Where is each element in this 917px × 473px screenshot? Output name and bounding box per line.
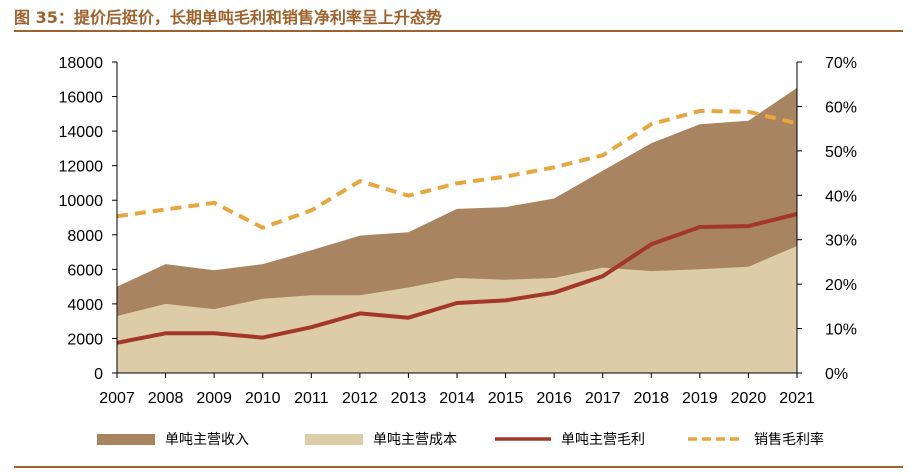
- x-tick-label: 2016: [536, 390, 572, 407]
- y-right-tick-label: 60%: [825, 99, 857, 116]
- legend: 单吨主营收入 单吨主营成本 单吨主营毛利 销售毛利率: [0, 428, 917, 450]
- y-left-tick-label: 2000: [67, 331, 103, 348]
- x-tick-label: 2008: [148, 390, 184, 407]
- line-series-3: [116, 108, 798, 230]
- area-layer: [117, 87, 797, 374]
- y-left-tick-label: 6000: [67, 262, 103, 279]
- chart-area: 0 2000 4000 6000 8000 10000 12000 14000 16000 180…: [59, 55, 858, 407]
- y-left-tick-label: 14000: [59, 124, 104, 141]
- x-tick-label: 2020: [731, 390, 767, 407]
- x-tick-label: 2015: [488, 390, 524, 407]
- legend-item-profit: 单吨主营毛利: [495, 428, 645, 450]
- line-layer: [116, 108, 798, 345]
- x-tick-label: 2014: [439, 390, 475, 407]
- x-tick-label: 2019: [682, 390, 718, 407]
- legend-label-margin: 销售毛利率: [754, 432, 824, 448]
- bottom-rule: [14, 466, 903, 468]
- x-tick-label: 2021: [779, 390, 815, 407]
- legend-swatch-profit: [495, 437, 551, 441]
- x-tick-label: 2011: [294, 390, 329, 407]
- x-tick-label: 2017: [585, 390, 621, 407]
- axes-layer: [112, 61, 802, 378]
- legend-item-revenue: 单吨主营收入: [97, 428, 249, 450]
- y-left-tick-label: 8000: [67, 228, 103, 245]
- tick-layer: 0 2000 4000 6000 8000 10000 12000 14000 16000 180…: [59, 55, 858, 407]
- x-tick-label: 2012: [342, 390, 378, 407]
- legend-label-profit: 单吨主营毛利: [561, 432, 645, 448]
- y-left-tick-label: 10000: [59, 193, 104, 210]
- y-right-tick-label: 30%: [825, 233, 857, 250]
- y-right-tick-label: 20%: [825, 277, 857, 294]
- legend-item-margin: 销售毛利率: [688, 428, 824, 450]
- legend-swatch-margin: [688, 437, 744, 441]
- y-right-tick-label: 10%: [825, 322, 857, 339]
- y-left-tick-label: 4000: [67, 297, 103, 314]
- legend-label-cost: 单吨主营成本: [373, 432, 457, 448]
- title-rule: [14, 30, 903, 32]
- y-right-tick-label: 0%: [825, 366, 848, 383]
- x-tick-label: 2009: [196, 390, 232, 407]
- x-tick-label: 2007: [99, 390, 135, 407]
- x-tick-label: 2018: [633, 390, 669, 407]
- x-tick-label: 2010: [245, 390, 281, 407]
- x-tick-label: 2013: [391, 390, 427, 407]
- y-right-tick-label: 50%: [825, 144, 857, 161]
- y-left-tick-label: 0: [94, 366, 103, 383]
- y-left-tick-label: 12000: [59, 159, 104, 176]
- figure-title: 图 35：提价后挺价，长期单吨毛利和销售净利率呈上升态势: [14, 8, 442, 27]
- legend-item-cost: 单吨主营成本: [305, 428, 457, 450]
- legend-swatch-revenue: [97, 433, 155, 445]
- line-series-2: [116, 212, 798, 345]
- legend-label-revenue: 单吨主营收入: [165, 432, 249, 448]
- legend-swatch-cost: [305, 433, 363, 445]
- y-left-tick-label: 18000: [59, 55, 104, 72]
- y-right-tick-label: 40%: [825, 188, 857, 205]
- y-left-tick-label: 16000: [59, 90, 104, 107]
- area-series-1: [117, 246, 797, 373]
- y-right-tick-label: 70%: [825, 55, 857, 72]
